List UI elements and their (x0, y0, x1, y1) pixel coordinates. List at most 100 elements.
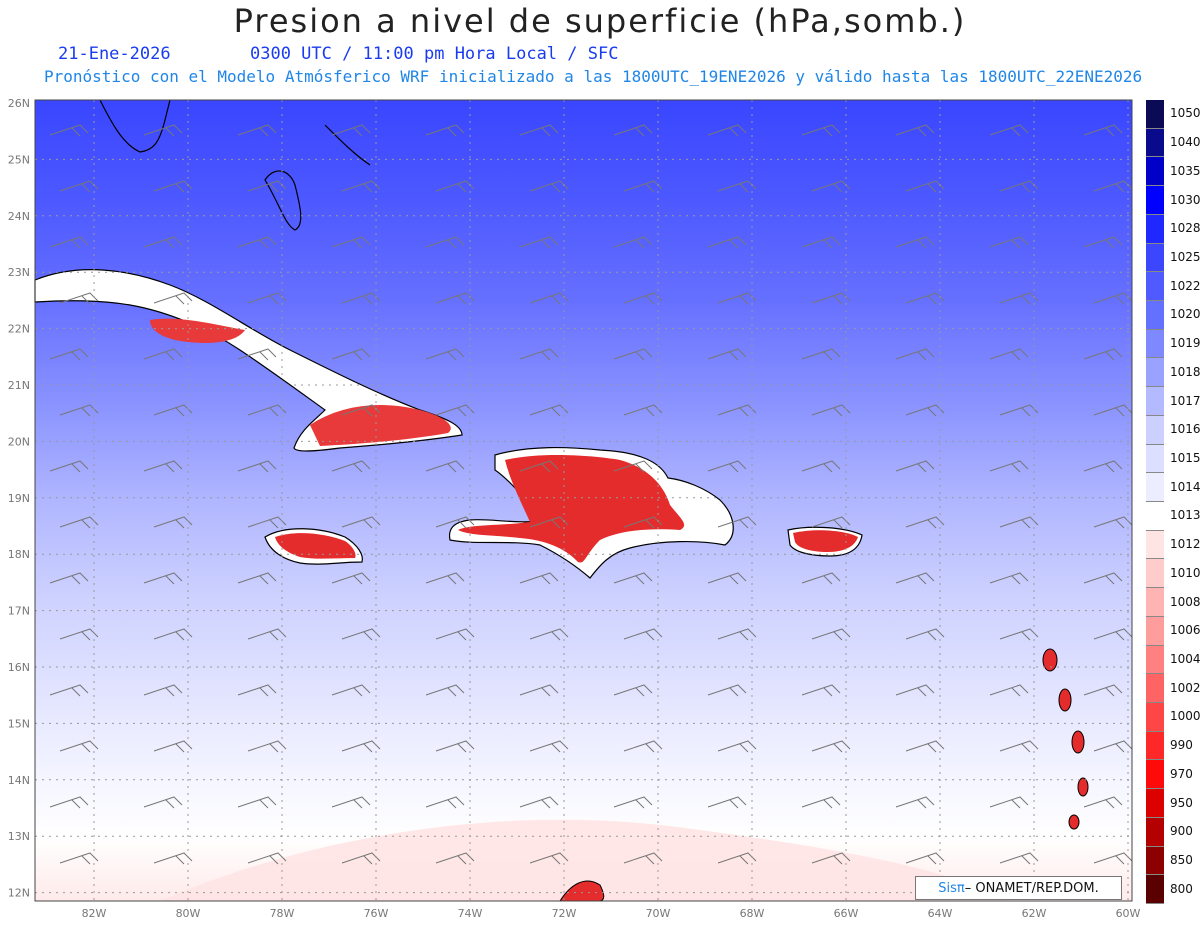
legend-label: 1012 (1170, 537, 1200, 552)
lat-label: 12N (8, 887, 30, 900)
wind-barb (905, 852, 945, 865)
wind-barb (331, 348, 371, 361)
wind-barb (341, 180, 381, 193)
st-vincent-island (1068, 814, 1080, 830)
wind-barb (49, 796, 89, 809)
wind-barb (717, 740, 757, 753)
wind-barb (153, 516, 193, 529)
legend-label: 1008 (1170, 594, 1200, 609)
wind-barb (623, 180, 663, 193)
legend-swatch (1146, 846, 1164, 876)
wind-barb (905, 180, 945, 193)
legend-swatch (1146, 157, 1164, 187)
wind-barb (435, 180, 475, 193)
wind-barb (1093, 404, 1133, 417)
wind-barb (341, 852, 381, 865)
legend-swatch (1146, 645, 1164, 675)
wind-barb (49, 236, 89, 249)
wind-barb (707, 124, 747, 137)
chart-title: Presion a nivel de superficie (hPa,somb.… (233, 2, 967, 40)
wind-barb (811, 628, 851, 641)
guadeloupe-island (1042, 648, 1058, 672)
wind-barb (895, 236, 935, 249)
lat-label: 25N (8, 153, 30, 166)
wind-barb (707, 236, 747, 249)
wind-barb (1083, 684, 1123, 697)
wind-barb (59, 628, 99, 641)
wind-barb (435, 292, 475, 305)
legend-swatch (1146, 817, 1164, 847)
wind-barb (623, 292, 663, 305)
wind-barb (623, 516, 663, 529)
wind-barb (811, 852, 851, 865)
wind-barb (989, 348, 1029, 361)
wind-barb (989, 236, 1029, 249)
lat-label: 22N (8, 323, 30, 336)
wind-barb (519, 572, 559, 585)
wind-barb (1093, 292, 1133, 305)
lon-label: 62W (1022, 907, 1047, 920)
lon-label: 72W (552, 907, 577, 920)
legend-swatch (1146, 674, 1164, 703)
legend-swatch (1146, 703, 1164, 732)
cuba-high-core (150, 318, 451, 446)
puerto-rico-high-core (793, 530, 858, 552)
wind-barb (1083, 236, 1123, 249)
lat-label: 21N (8, 379, 30, 392)
wind-barb (425, 460, 465, 473)
wind-barb (999, 740, 1039, 753)
wind-barb (529, 516, 569, 529)
wind-barb (1083, 796, 1123, 809)
lon-label: 70W (646, 907, 671, 920)
legend-label: 1020 (1170, 307, 1200, 322)
wind-barb (999, 516, 1039, 529)
wind-barb (247, 180, 287, 193)
wind-barb (153, 292, 193, 305)
wind-barb (435, 516, 475, 529)
wind-barb (59, 292, 99, 305)
wind-barb (613, 796, 653, 809)
legend-label: 1017 (1170, 393, 1200, 408)
wind-barb (717, 180, 757, 193)
wind-barb (707, 684, 747, 697)
wind-barb (1083, 460, 1123, 473)
legend-label: 1028 (1170, 221, 1200, 236)
lat-label: 18N (8, 548, 30, 561)
wind-barb (613, 348, 653, 361)
forecast-date: 21-Ene-2026 (58, 44, 171, 64)
longitude-labels: 82W 80W 78W 76W 74W 72W 70W 68W 66W 64W 62W 60W (82, 907, 1141, 920)
lat-label: 23N (8, 266, 30, 279)
wind-barb (341, 404, 381, 417)
wind-barb (59, 516, 99, 529)
color-legend (1146, 100, 1164, 904)
wind-barb (613, 460, 653, 473)
dominica-island (1058, 688, 1072, 712)
model-info: Pronóstico con el Modelo Atmósferico WRF… (44, 67, 1143, 86)
legend-swatch (1146, 588, 1164, 617)
wind-barb (989, 124, 1029, 137)
wind-barb (341, 292, 381, 305)
grid-lines (35, 100, 1132, 901)
wind-barb (143, 572, 183, 585)
wind-barb (519, 684, 559, 697)
wind-barb (49, 124, 89, 137)
wind-barb (237, 460, 277, 473)
wind-barb (331, 796, 371, 809)
wind-barb (1083, 572, 1123, 585)
legend-label: 1000 (1170, 709, 1200, 724)
latitude-labels: 26N 25N 24N 23N 22N 21N 20N 19N 18N 17N 16N 15N 14N 1… (8, 97, 30, 900)
wind-barb (331, 236, 371, 249)
legend-swatch (1146, 128, 1164, 158)
wind-barb (519, 460, 559, 473)
wind-barb (331, 684, 371, 697)
legend-swatch (1146, 387, 1164, 416)
wind-barb (1093, 852, 1133, 865)
wind-barb (707, 348, 747, 361)
wind-barb (247, 516, 287, 529)
wind-barb (425, 236, 465, 249)
wind-barb (237, 348, 277, 361)
legend-swatch (1146, 502, 1164, 531)
wind-barb (247, 292, 287, 305)
wind-barb (905, 292, 945, 305)
wind-barb (435, 628, 475, 641)
